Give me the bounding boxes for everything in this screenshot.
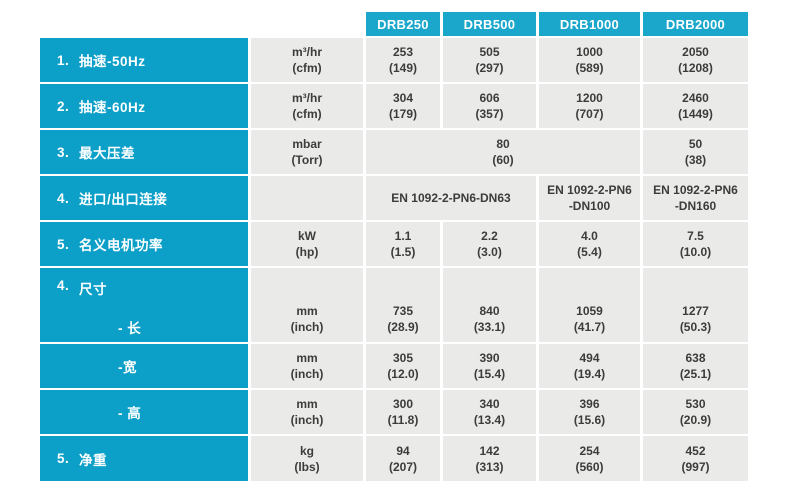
value-cell-drb250: 305 (12.0) [366, 344, 440, 388]
unit-cell: mbar (Torr) [251, 130, 363, 174]
value-cell-drb250: 94 (207) [366, 436, 440, 481]
value-cell-drb2000: 7.5 (10.0) [643, 222, 748, 266]
value-cell-drb1000: 396 (15.6) [539, 390, 640, 434]
unit-cell-empty [251, 176, 363, 220]
row-label-text: 最大压差 [79, 146, 135, 161]
value-cell-drb2000: 2460 (1449) [643, 84, 748, 128]
column-header-drb1000: DRB1000 [539, 12, 640, 36]
unit-imperial: (cfm) [292, 61, 322, 75]
value-cell-drb500: 505 (297) [443, 38, 536, 82]
value-cell-drb500: 606 (357) [443, 84, 536, 128]
row-label-height: - 高 [40, 390, 248, 434]
row-label-inlet-outlet-connection: 4. 进口/出口连接 [40, 176, 248, 220]
row-label-text: 净重 [79, 452, 107, 468]
row-number: 5. [57, 236, 70, 252]
value-cell-drb1000: 254 (560) [539, 436, 640, 481]
value-cell-drb1000: 4.0 (5.4) [539, 222, 640, 266]
row-label-max-pressure-diff: 3. 最大压差 [40, 130, 248, 174]
value-cell-merged-drb250-drb1000: 80 (60) [366, 130, 640, 174]
row-number: 2. [57, 98, 70, 114]
value-cell-drb2000: 50 (38) [643, 130, 748, 174]
row-label-pump-speed-60hz: 2. 抽速-60Hz [40, 84, 248, 128]
unit-cell: m³/hr (cfm) [251, 84, 363, 128]
value-cell-drb2000: 452 (997) [643, 436, 748, 481]
value-cell-drb500: 340 (13.4) [443, 390, 536, 434]
row-number: 1. [57, 52, 70, 68]
value-cell-drb1000: EN 1092-2-PN6 -DN100 [539, 176, 640, 220]
row-label-width: -宽 [40, 344, 248, 388]
value-cell-drb1000: 1200 (707) [539, 84, 640, 128]
row-label-text: -宽 [118, 360, 137, 375]
value-cell-drb500: 2.2 (3.0) [443, 222, 536, 266]
row-label-text: 抽速-60Hz [79, 100, 146, 115]
value-cell-drb250: 304 (179) [366, 84, 440, 128]
unit-cell: mm (inch) [251, 268, 363, 342]
column-header-drb2000: DRB2000 [643, 12, 748, 36]
value-cell-drb500: 390 (15.4) [443, 344, 536, 388]
row-number: 4. [57, 278, 70, 293]
value-cell-drb250: 300 (11.8) [366, 390, 440, 434]
row-sublabel-length: - 长 [118, 321, 142, 336]
row-number: 3. [57, 144, 70, 160]
row-number: 4. [57, 190, 70, 206]
row-label-net-weight: 5. 净重 [40, 436, 248, 481]
value-cell-drb1000: 1059 (41.7) [539, 268, 640, 342]
value-cell-drb1000: 1000 (589) [539, 38, 640, 82]
value-cell-drb2000: 2050 (1208) [643, 38, 748, 82]
value-cell-drb250: 1.1 (1.5) [366, 222, 440, 266]
row-label-text: - 高 [118, 406, 142, 421]
value-cell-drb2000: EN 1092-2-PN6 -DN160 [643, 176, 748, 220]
column-header-drb250: DRB250 [366, 12, 440, 36]
value-cell-drb500: 142 (313) [443, 436, 536, 481]
column-header-drb500: DRB500 [443, 12, 536, 36]
value-cell-drb2000: 638 (25.1) [643, 344, 748, 388]
row-number: 5. [57, 451, 70, 466]
row-label-pump-speed-50hz: 1. 抽速-50Hz [40, 38, 248, 82]
row-label-text: 尺寸 [79, 282, 107, 297]
unit-cell: mm (inch) [251, 390, 363, 434]
row-label-text: 名义电机功率 [79, 238, 163, 253]
value-cell-merged-drb250-drb500: EN 1092-2-PN6-DN63 [366, 176, 536, 220]
value-cell-drb2000: 1277 (50.3) [643, 268, 748, 342]
spec-table: DRB250 DRB500 DRB1000 DRB2000 1. 抽速-50Hz … [40, 12, 748, 481]
unit-metric: m³/hr [292, 45, 322, 59]
row-label-nominal-motor-power: 5. 名义电机功率 [40, 222, 248, 266]
value-cell-drb1000: 494 (19.4) [539, 344, 640, 388]
unit-cell: kW (hp) [251, 222, 363, 266]
unit-cell: m³/hr (cfm) [251, 38, 363, 82]
value-cell-drb250: 735 (28.9) [366, 268, 440, 342]
row-label-dimensions-length: 4. 尺寸 - 长 [40, 268, 248, 342]
row-label-text: 抽速-50Hz [79, 54, 146, 69]
value-cell-drb500: 840 (33.1) [443, 268, 536, 342]
unit-cell: mm (inch) [251, 344, 363, 388]
unit-cell: kg (lbs) [251, 436, 363, 481]
row-label-text: 进口/出口连接 [79, 192, 168, 207]
value-cell-drb2000: 530 (20.9) [643, 390, 748, 434]
value-cell-drb250: 253 (149) [366, 38, 440, 82]
